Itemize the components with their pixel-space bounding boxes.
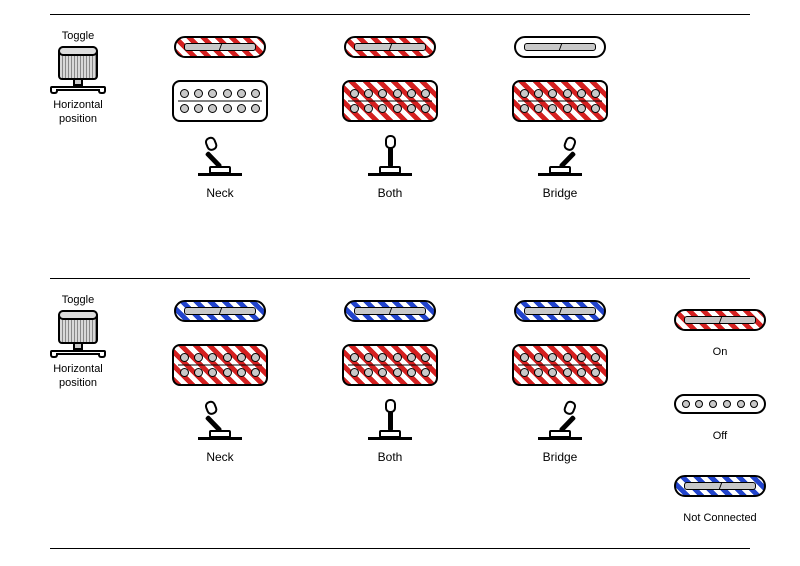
neck-rail-pickup (514, 36, 606, 58)
bridge-humbucker-pickup (172, 80, 268, 122)
position-column-neck: Neck (160, 284, 280, 464)
bridge-humbucker-pickup (172, 344, 268, 386)
legend-label: Not Connected (660, 512, 780, 524)
section-divider-mid (50, 278, 750, 279)
position-column-bridge: Bridge (500, 20, 620, 200)
knob-column-2: Toggle Horizontal position (18, 294, 138, 391)
bridge-humbucker-pickup (342, 80, 438, 122)
position-label: Both (330, 450, 450, 464)
legend-item-2: Not Connected (660, 462, 780, 524)
legend-label: On (660, 346, 780, 358)
toggle-switch-neck[interactable] (192, 135, 248, 176)
knob-label-1: Horizontal position (18, 98, 138, 127)
neck-rail-pickup (344, 300, 436, 322)
bridge-humbucker-pickup (512, 344, 608, 386)
position-column-both: Both (330, 284, 450, 464)
legend-rail-pickup (674, 309, 766, 331)
position-label: Both (330, 186, 450, 200)
position-column-bridge: Bridge (500, 284, 620, 464)
section-divider-bottom (50, 548, 750, 549)
position-label: Neck (160, 450, 280, 464)
neck-rail-pickup (514, 300, 606, 322)
legend-singlecoil-pickup (674, 394, 766, 414)
position-label: Bridge (500, 186, 620, 200)
toggle-switch-bridge[interactable] (532, 399, 588, 440)
toggle-switch-both[interactable] (362, 135, 418, 176)
toggle-switch-neck[interactable] (192, 399, 248, 440)
bridge-humbucker-pickup (512, 80, 608, 122)
knob-label-2: Horizontal position (18, 362, 138, 391)
section-divider-top (50, 14, 750, 15)
legend-label: Off (660, 430, 780, 442)
knob-title-1: Toggle (18, 30, 138, 42)
neck-rail-pickup (344, 36, 436, 58)
neck-rail-pickup (174, 300, 266, 322)
legend-item-0: On (660, 296, 780, 358)
legend-item-1: Off (660, 380, 780, 442)
position-column-both: Both (330, 20, 450, 200)
neck-rail-pickup (174, 36, 266, 58)
toggle-switch-bridge[interactable] (532, 135, 588, 176)
knob-title-2: Toggle (18, 294, 138, 306)
pushpull-knob-1[interactable] (18, 46, 138, 94)
pushpull-knob-2[interactable] (18, 310, 138, 358)
toggle-switch-both[interactable] (362, 399, 418, 440)
bridge-humbucker-pickup (342, 344, 438, 386)
knob-column-1: Toggle Horizontal position (18, 30, 138, 127)
position-label: Bridge (500, 450, 620, 464)
position-column-neck: Neck (160, 20, 280, 200)
legend-rail-pickup (674, 475, 766, 497)
section-1: Toggle Horizontal position Neck (0, 20, 800, 260)
position-label: Neck (160, 186, 280, 200)
